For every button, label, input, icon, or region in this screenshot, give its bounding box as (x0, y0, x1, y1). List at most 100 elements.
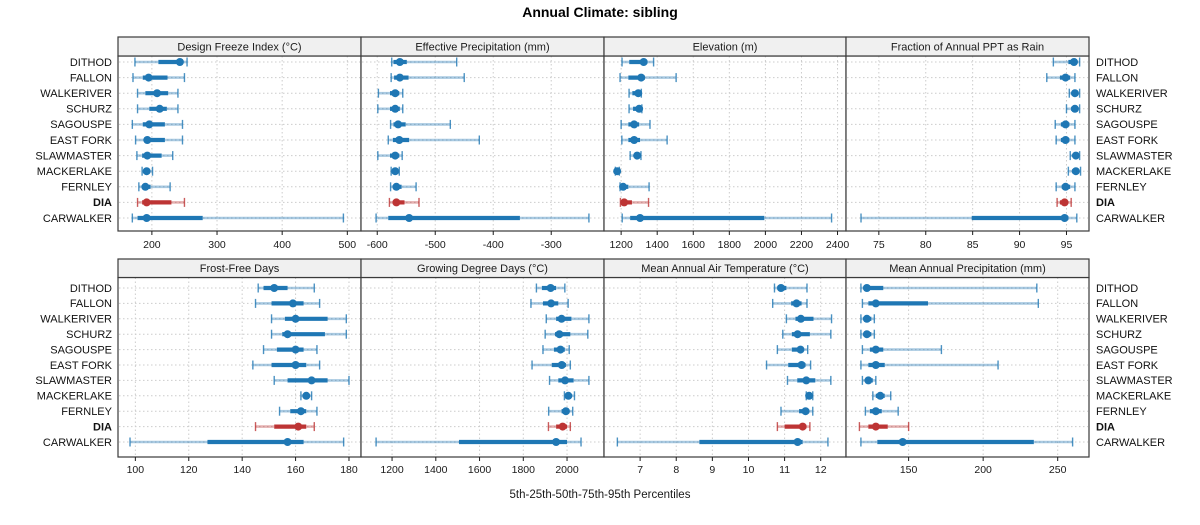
tick-label: 200 (143, 239, 161, 251)
interval-elevation-m-fernley (619, 182, 650, 192)
station-label-left-walkeriver: WALKERIVER (40, 88, 112, 100)
interval-design-freeze-index-c-carwalker (131, 213, 345, 223)
interval-design-freeze-index-c-dithod (134, 57, 188, 67)
median-dot (561, 407, 570, 416)
station-label-right-schurz: SCHURZ (1096, 329, 1142, 341)
station-label-left-mackerlake: MACKERLAKE (37, 166, 112, 178)
median-dot (871, 361, 880, 369)
interval-design-freeze-index-c-slawmaster (136, 151, 174, 161)
median-dot (797, 361, 806, 369)
tick-label: 1200 (380, 464, 404, 476)
interval-growing-degree-days-c-slawmaster (548, 375, 590, 385)
interval-growing-degree-days-c-dithod (535, 283, 566, 293)
interval-frost-free-days-fallon (254, 298, 321, 308)
median-dot (613, 167, 622, 176)
interval-design-freeze-index-c-sagouspe (131, 119, 184, 129)
station-label-right-east-fork: EAST FORK (1096, 135, 1159, 147)
median-dot (776, 284, 785, 292)
interval-mean-annual-precipitation-mm-dia (858, 422, 910, 432)
tick-label: 400 (273, 239, 291, 251)
interval-mean-annual-precipitation-mm-fallon (861, 298, 1040, 308)
interval-growing-degree-days-c-mackerlake (563, 391, 576, 401)
interval-fraction-of-annual-ppt-as-rain-fallon (1046, 73, 1076, 83)
median-dot (793, 330, 802, 339)
interval-mean-annual-air-temperature-c-dia (776, 422, 811, 432)
interval-mean-annual-air-temperature-c-mackerlake (805, 391, 814, 401)
interval-elevation-m-east-fork (621, 135, 668, 145)
interval-elevation-m-schurz (628, 104, 644, 114)
station-label-right-dithod: DITHOD (1096, 283, 1138, 295)
interval-frost-free-days-dia (254, 422, 315, 432)
median-dot (898, 438, 907, 446)
median-dot (862, 330, 871, 339)
interval-effective-precipitation-mm-east-fork (387, 135, 481, 145)
median-dot (558, 422, 567, 431)
interval-frost-free-days-fernley (278, 406, 318, 416)
interval-fraction-of-annual-ppt-as-rain-east-fork (1055, 135, 1076, 145)
interval-mean-annual-precipitation-mm-mackerlake (872, 391, 892, 401)
station-label-right-fallon: FALLON (1096, 72, 1138, 84)
tick-label: 1800 (718, 239, 742, 251)
panel-title: Growing Degree Days (°C) (417, 263, 548, 275)
tick-label: 160 (287, 464, 305, 476)
tick-label: 12 (815, 464, 827, 476)
median-dot (871, 422, 880, 431)
interval-fraction-of-annual-ppt-as-rain-carwalker (860, 213, 1078, 223)
interval-frost-free-days-sagouspe (262, 345, 318, 355)
interval-mean-annual-air-temperature-c-sagouspe (776, 345, 809, 355)
panel-title: Fraction of Annual PPT as Rain (891, 42, 1044, 54)
median-dot (796, 345, 805, 354)
median-dot (291, 361, 300, 369)
interval-elevation-m-dithod (621, 57, 655, 67)
interval-effective-precipitation-mm-fallon (390, 73, 465, 83)
station-label-right-east-fork: EAST FORK (1096, 360, 1159, 372)
interval-fraction-of-annual-ppt-as-rain-mackerlake (1067, 166, 1082, 176)
panel-design-freeze-index-c: Design Freeze Index (°C) 200 300 400 500 (117, 36, 362, 251)
interval-mean-annual-air-temperature-c-dithod (773, 283, 808, 293)
figure-title: Annual Climate: sibling (522, 4, 678, 20)
panel-header (845, 258, 1090, 279)
median-dot (392, 198, 401, 207)
station-label-left-fernley: FERNLEY (61, 406, 112, 418)
station-label-left-fallon: FALLON (70, 298, 112, 310)
interval-fraction-of-annual-ppt-as-rain-fernley (1055, 182, 1076, 192)
panel-growing-degree-days-c: Growing Degree Days (°C) 1200 1400 1600 1800… (360, 258, 605, 476)
median-dot (802, 376, 811, 385)
median-dot (871, 299, 880, 308)
interval-mean-annual-air-temperature-c-fallon (771, 298, 808, 308)
tick-label: 140 (233, 464, 251, 476)
median-dot (546, 284, 555, 292)
median-dot (395, 58, 404, 66)
interval-effective-precipitation-mm-walkeriver (377, 88, 404, 98)
median-dot (1061, 120, 1070, 129)
tick-label: 180 (340, 464, 358, 476)
station-label-left-sagouspe: SAGOUSPE (50, 344, 112, 356)
median-dot (394, 120, 403, 129)
station-label-left-east-fork: EAST FORK (50, 360, 113, 372)
tick-label: 100 (127, 464, 145, 476)
station-label-right-dia: DIA (1096, 197, 1115, 209)
interval-design-freeze-index-c-dia (136, 197, 186, 207)
station-label-left-slawmaster: SLAWMASTER (35, 375, 112, 387)
station-label-right-carwalker: CARWALKER (1096, 213, 1165, 225)
tick-label: 95 (1061, 239, 1073, 251)
station-label-right-mackerlake: MACKERLAKE (1096, 391, 1171, 403)
interval-mean-annual-air-temperature-c-fernley (780, 406, 814, 416)
tick-label: 2000 (754, 239, 778, 251)
station-label-right-schurz: SCHURZ (1096, 104, 1142, 116)
interval-mean-annual-air-temperature-c-schurz (782, 329, 832, 339)
panel-mean-annual-precipitation-mm: Mean Annual Precipitation (mm) 150 200 250 (845, 258, 1090, 476)
station-label-left-schurz: SCHURZ (66, 329, 112, 341)
station-label-right-dia: DIA (1096, 421, 1115, 433)
interval-mean-annual-air-temperature-c-east-fork (765, 360, 812, 370)
tick-label: -500 (425, 239, 446, 251)
interval-elevation-m-mackerlake (613, 166, 622, 176)
median-dot (155, 104, 164, 113)
median-dot (142, 214, 151, 222)
tick-label: 120 (180, 464, 198, 476)
tick-label: 1200 (609, 239, 633, 251)
median-dot (302, 391, 311, 400)
median-dot (291, 314, 300, 323)
interval-growing-degree-days-c-dia (547, 422, 572, 432)
